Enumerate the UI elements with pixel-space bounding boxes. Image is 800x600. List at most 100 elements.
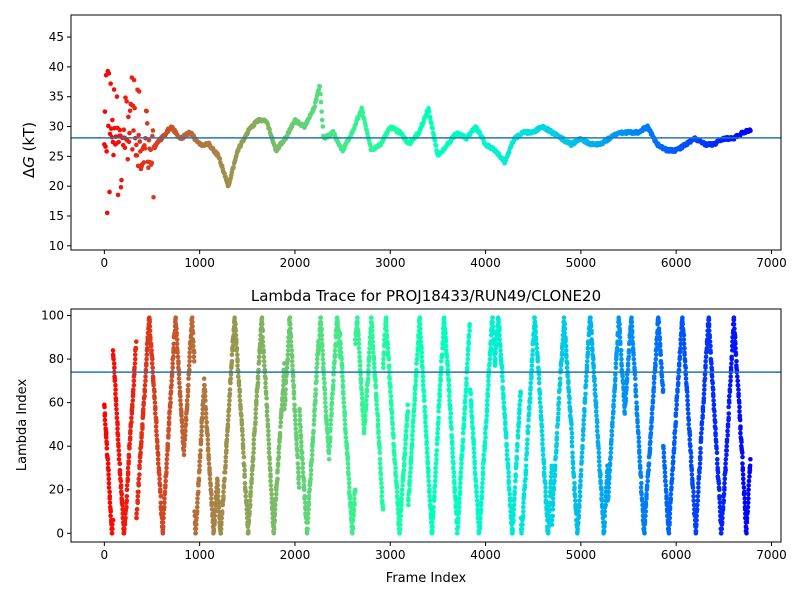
lambda-point xyxy=(611,398,617,403)
lambda-point xyxy=(607,474,612,479)
delta-g-point xyxy=(318,91,323,97)
lambda-point xyxy=(728,374,734,379)
lambda-point xyxy=(227,387,233,392)
lambda-point xyxy=(703,358,708,364)
lambda-point xyxy=(218,530,224,536)
lambda-point xyxy=(746,483,751,488)
lambda-point xyxy=(135,498,140,503)
lambda-point xyxy=(414,361,419,366)
lambda-point xyxy=(435,430,440,436)
lambda-point xyxy=(345,465,351,471)
lambda-point xyxy=(497,332,502,338)
lambda-point xyxy=(672,428,678,434)
lambda-point xyxy=(718,530,724,536)
delta-g-point xyxy=(106,71,112,76)
lambda-point xyxy=(206,461,212,466)
delta-g-point xyxy=(111,87,117,92)
lambda-point xyxy=(132,352,138,358)
lambda-point xyxy=(642,530,647,536)
lambda-point xyxy=(261,358,267,364)
lambda-point xyxy=(723,465,728,471)
lambda-point xyxy=(745,500,751,506)
lambda-point xyxy=(631,361,637,366)
lambda-point xyxy=(561,315,567,321)
lambda-point xyxy=(108,509,114,514)
lambda-point xyxy=(689,467,695,473)
delta-g-point xyxy=(144,121,150,126)
lambda-point xyxy=(196,476,202,482)
lambda-point xyxy=(420,365,425,371)
lambda-point xyxy=(233,328,239,334)
lambda-point xyxy=(167,409,172,414)
lambda-point xyxy=(233,341,239,347)
delta-g-point xyxy=(448,139,454,144)
lambda-point xyxy=(432,483,438,488)
lambda-point xyxy=(125,470,131,475)
lambda-point xyxy=(342,422,348,427)
lambda-point xyxy=(500,387,506,392)
lambda-point xyxy=(297,413,303,419)
lambda-point xyxy=(340,385,346,390)
lambda-point xyxy=(555,422,561,427)
lambda-point xyxy=(723,461,728,466)
lambda-point xyxy=(735,374,740,379)
lambda-point xyxy=(669,472,675,477)
lambda-point xyxy=(243,493,248,499)
lambda-point xyxy=(554,435,560,440)
lambda-point xyxy=(203,398,208,403)
lambda-point xyxy=(319,337,325,342)
lambda-point xyxy=(295,465,301,471)
lambda-point xyxy=(726,411,732,416)
lambda-point xyxy=(357,354,362,360)
lambda-point xyxy=(708,343,713,349)
lambda-point xyxy=(570,461,576,466)
lambda-point xyxy=(134,511,139,516)
delta-g-point xyxy=(110,117,115,123)
lambda-point xyxy=(133,345,139,351)
lambda-point xyxy=(302,500,308,506)
lambda-point xyxy=(567,400,572,405)
lambda-point xyxy=(226,413,231,419)
lambda-point xyxy=(432,489,437,495)
lambda-point xyxy=(523,467,529,473)
lambda-point xyxy=(696,480,701,486)
lambda-point xyxy=(260,343,266,349)
lambda-point xyxy=(549,522,555,527)
lambda-point xyxy=(389,402,394,408)
y-tick-label: 40 xyxy=(49,60,64,74)
lambda-point xyxy=(451,474,457,479)
lambda-point xyxy=(306,493,312,499)
lambda-point xyxy=(291,395,297,401)
lambda-point xyxy=(568,409,573,414)
lambda-point xyxy=(133,339,139,344)
lambda-point xyxy=(744,526,749,532)
lambda-point xyxy=(266,428,271,434)
lambda-point xyxy=(225,422,231,427)
delta-g-point xyxy=(125,156,131,162)
lambda-point xyxy=(527,395,533,401)
lambda-point xyxy=(152,395,157,401)
lambda-point xyxy=(157,476,162,482)
lambda-point xyxy=(124,487,130,493)
lambda-point xyxy=(260,335,265,340)
lambda-point xyxy=(107,500,113,506)
lambda-point xyxy=(667,504,673,510)
lambda-point xyxy=(736,400,742,405)
lambda-point xyxy=(581,417,586,423)
lambda-point xyxy=(530,352,535,358)
lambda-point xyxy=(624,385,629,390)
lambda-point xyxy=(376,435,382,440)
lambda-point xyxy=(301,478,307,484)
lambda-point xyxy=(694,507,700,512)
lambda-point xyxy=(708,350,713,355)
lambda-point xyxy=(150,365,155,371)
lambda-point xyxy=(246,528,251,534)
y-tick-label: 45 xyxy=(49,30,64,44)
lambda-point xyxy=(459,461,464,466)
lambda-point xyxy=(471,450,477,456)
lambda-point xyxy=(674,406,679,412)
lambda-point xyxy=(452,489,457,495)
lambda-point xyxy=(454,530,460,536)
lambda-point xyxy=(222,470,228,475)
delta-g-point xyxy=(423,112,429,118)
